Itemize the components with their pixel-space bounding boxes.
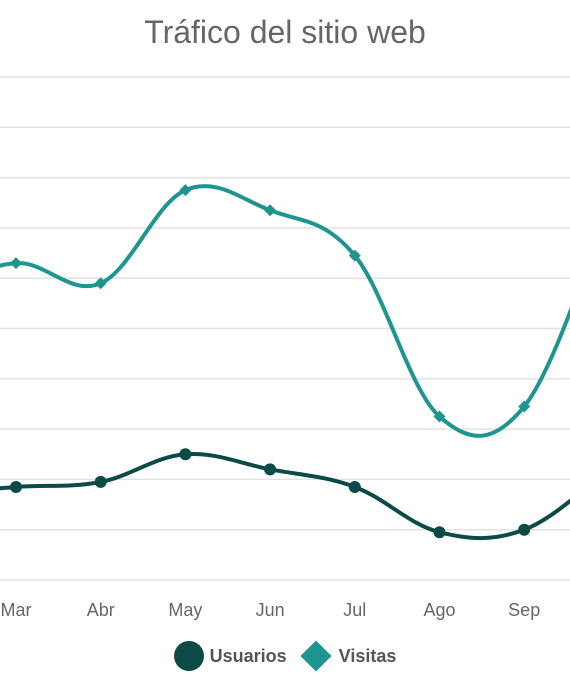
legend-circle-icon [173,641,204,671]
legend-label-usuarios: Usuarios [209,645,287,666]
data-point-usuarios[interactable] [94,475,107,488]
data-point-usuarios[interactable] [179,448,192,461]
legend-label-visitas: Visitas [338,645,397,666]
series-markers [10,184,531,539]
data-point-visitas[interactable] [94,277,107,290]
series-lines [0,184,570,541]
legend-item-visitas[interactable]: Visitas [299,640,397,672]
series-line-visitas [0,184,570,438]
data-point-usuarios[interactable] [518,523,531,536]
x-tick-label: Mar [1,600,32,620]
data-point-visitas[interactable] [179,184,192,197]
data-point-usuarios[interactable] [433,526,446,539]
x-tick-label: Jul [343,600,366,620]
data-point-usuarios[interactable] [348,480,361,493]
grid-lines [0,76,570,581]
chart-title: Tráfico del sitio web [144,14,426,50]
data-point-visitas[interactable] [10,257,22,270]
data-point-usuarios[interactable] [264,463,277,476]
legend-diamond-icon [300,640,332,672]
legend-item-usuarios[interactable]: Usuarios [173,641,287,671]
x-tick-label: Abr [87,600,115,620]
legend: Usuarios Visitas [0,638,570,674]
x-tick-label: May [168,600,202,620]
x-tick-label: Ago [423,600,455,620]
x-tick-label: Sep [508,600,540,620]
data-point-visitas[interactable] [518,400,531,413]
data-point-visitas[interactable] [433,410,446,423]
x-axis-ticks: Mar Abr May Jun Jul Ago Sep [1,600,541,620]
data-point-visitas[interactable] [348,249,361,262]
data-point-usuarios[interactable] [10,480,22,493]
series-line-usuarios [0,451,570,541]
data-point-visitas[interactable] [264,204,277,217]
x-tick-label: Jun [256,600,285,620]
